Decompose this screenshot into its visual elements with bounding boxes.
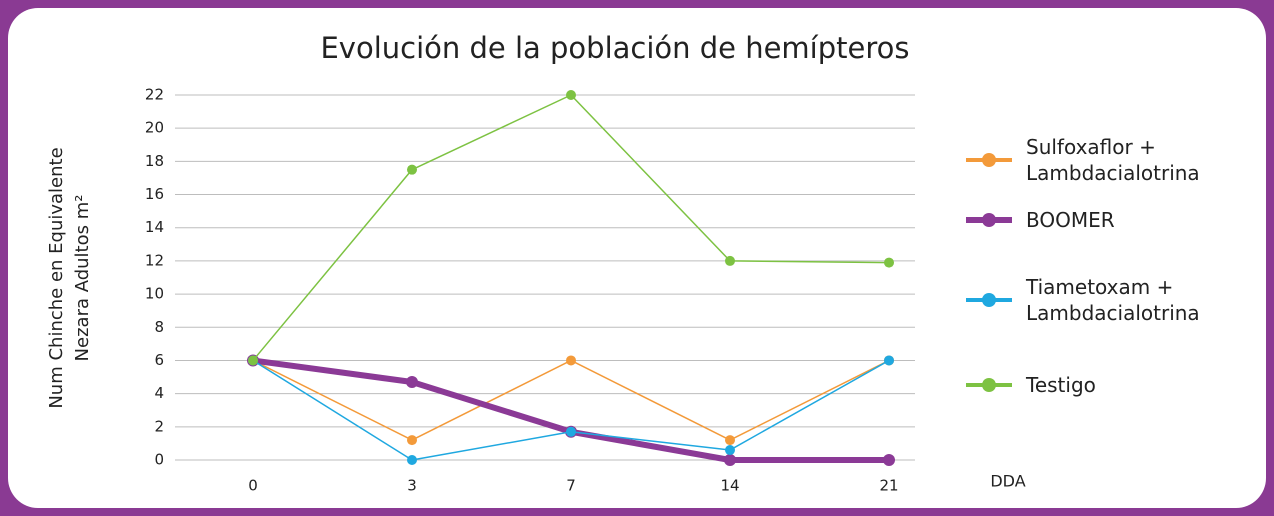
chart-title: Evolución de la población de hemípteros: [320, 31, 909, 65]
x-tick-label: 0: [248, 477, 258, 495]
data-point: [407, 455, 417, 465]
data-point: [566, 90, 576, 100]
data-point: [724, 454, 736, 466]
y-axis-label-line: Num Chinche en Equivalente: [46, 147, 67, 408]
x-tick-label: 14: [720, 477, 739, 495]
data-point: [725, 435, 735, 446]
data-point: [407, 435, 417, 446]
y-tick-label: 6: [154, 351, 164, 369]
data-point: [725, 255, 735, 266]
panel: [8, 8, 1266, 508]
y-tick-label: 8: [154, 318, 164, 336]
legend-swatch-dot: [982, 213, 996, 227]
y-tick-label: 16: [145, 185, 164, 203]
data-point: [566, 426, 576, 437]
x-tick-label: 7: [566, 477, 576, 495]
legend-swatch-dot: [982, 153, 996, 167]
data-point: [566, 355, 576, 366]
y-tick-label: 18: [145, 152, 164, 170]
y-axis-label-line: Nezara Adultos m²: [72, 195, 93, 362]
x-tick-label: 3: [407, 477, 417, 495]
data-point: [884, 355, 894, 366]
y-tick-label: 20: [145, 119, 164, 137]
legend-label: Tiametoxam + Lambdacialotrina: [1026, 275, 1200, 325]
data-point: [725, 445, 735, 456]
y-tick-label: 4: [154, 384, 164, 402]
data-point: [248, 355, 258, 366]
data-point: [407, 164, 417, 175]
y-tick-label: 22: [145, 86, 164, 104]
data-point: [883, 454, 895, 466]
data-point: [406, 376, 418, 389]
x-tick-label: 21: [879, 477, 898, 495]
legend-swatch-dot: [982, 293, 996, 307]
y-tick-label: 14: [145, 218, 164, 236]
legend-label: BOOMER: [1026, 208, 1115, 232]
y-axis-label: Num Chinche en Equivalente Nezara Adultos…: [46, 147, 93, 408]
x-axis-label: DDA: [990, 472, 1025, 491]
y-tick-label: 0: [154, 451, 164, 469]
y-tick-label: 2: [154, 417, 164, 435]
data-point: [884, 257, 894, 268]
y-tick-label: 10: [145, 285, 164, 303]
legend-swatch-dot: [982, 378, 996, 392]
series-line: [252, 357, 889, 463]
y-tick-label: 12: [145, 251, 164, 269]
legend-label: Sulfoxaflor + Lambdacialotrina: [1026, 135, 1200, 185]
legend-label: Testigo: [1026, 373, 1096, 397]
